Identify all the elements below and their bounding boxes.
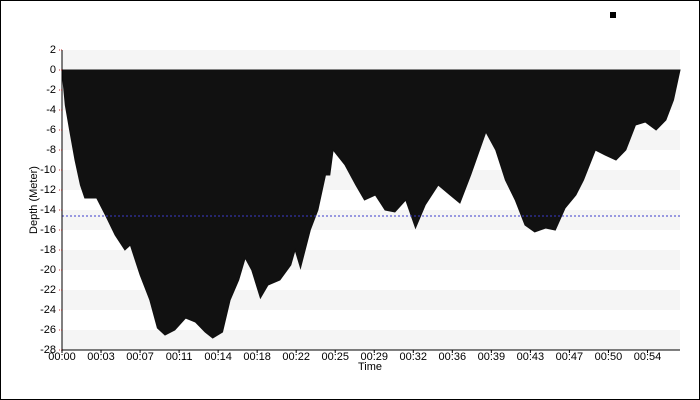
x-tick-label: 00:22 [282,351,310,363]
y-tick-label: -2 [46,84,56,96]
y-tick-label: -22 [40,284,56,296]
x-tick-label: 00:18 [243,351,271,363]
x-tick-label: 00:25 [321,351,349,363]
y-tick-label: -20 [40,264,56,276]
y-tick-label: -10 [40,164,56,176]
grid-band [62,330,680,350]
y-tick-label: 2 [50,44,56,56]
y-tick-label: 0 [50,64,56,76]
x-tick-label: 00:43 [517,351,545,363]
x-tick-label: 00:47 [556,351,584,363]
y-tick-label: -18 [40,244,56,256]
x-tick-label: 00:11 [166,351,193,363]
x-tick-label: 00:03 [87,351,115,363]
grid-band [62,50,680,70]
y-tick-label: -16 [40,224,56,236]
x-tick-label: 00:29 [360,351,388,363]
x-axis-label: Time [358,361,382,373]
x-tick-label: 00:00 [48,351,76,363]
y-tick-label: -26 [40,324,56,336]
y-tick-label: -12 [40,184,56,196]
depth-area [61,69,681,339]
x-tick-label: 00:36 [439,351,467,363]
y-tick-label: -8 [46,144,56,156]
x-tick-label: 00:07 [126,351,154,363]
y-tick-label: -24 [40,304,56,316]
x-tick-label: 00:39 [478,351,506,363]
x-tick-label: 00:54 [634,351,662,363]
y-tick-label: -14 [40,204,56,216]
y-tick-label: -4 [46,104,56,116]
legend-marker [610,12,616,18]
x-tick-label: 00:14 [204,351,232,363]
y-tick-label: -6 [46,124,56,136]
y-tick-label: -28 [40,344,56,356]
x-tick-label: 00:32 [400,351,428,363]
x-tick-label: 00:50 [595,351,623,363]
y-axis-label: Depth (Meter) [28,166,40,234]
